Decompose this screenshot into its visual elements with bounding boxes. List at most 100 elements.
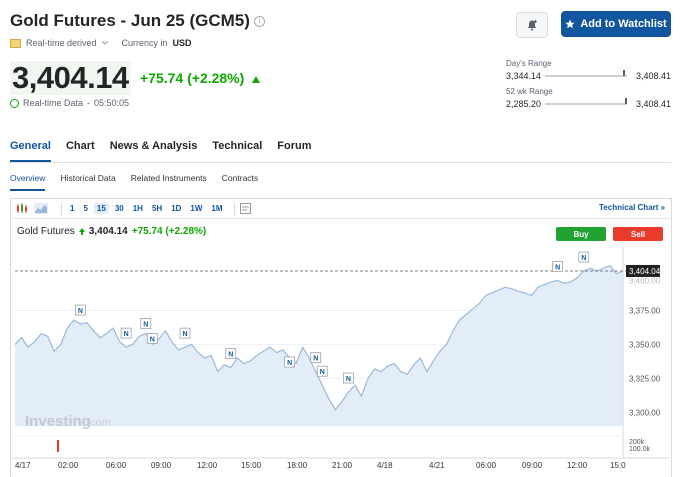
timeframe-5-button[interactable]: 5 bbox=[83, 204, 88, 213]
price-change-value: +75.74 (+2.28%) bbox=[140, 70, 245, 86]
tab-news-analysis[interactable]: News & Analysis bbox=[109, 140, 198, 152]
news-marker-box[interactable] bbox=[120, 327, 132, 339]
day-range-bar bbox=[545, 75, 627, 77]
news-marker-letter[interactable]: N bbox=[124, 331, 129, 338]
news-marker-letter[interactable]: N bbox=[581, 255, 586, 262]
toolbar-separator bbox=[233, 202, 235, 215]
news-marker-box[interactable] bbox=[179, 327, 191, 339]
news-marker[interactable]: N bbox=[578, 251, 590, 263]
news-marker[interactable]: N bbox=[552, 261, 564, 272]
news-marker-letter[interactable]: N bbox=[143, 322, 148, 329]
news-marker-box[interactable] bbox=[74, 304, 86, 316]
news-marker-box[interactable] bbox=[225, 348, 237, 359]
x-tick-label: 18:00 bbox=[287, 461, 308, 470]
news-marker[interactable]: N bbox=[310, 352, 322, 364]
news-marker-letter[interactable]: N bbox=[320, 369, 325, 376]
news-marker[interactable]: N bbox=[225, 348, 237, 359]
series-line bbox=[14, 264, 624, 411]
series-area bbox=[15, 265, 623, 426]
add-to-watchlist-button[interactable]: Add to Watchlist bbox=[561, 11, 671, 37]
timeframe-15-button[interactable]: 15 bbox=[93, 203, 109, 214]
indicators-icon[interactable] bbox=[239, 203, 251, 214]
news-marker-box[interactable] bbox=[343, 372, 354, 384]
tab-technical[interactable]: Technical bbox=[212, 140, 263, 152]
news-marker-box[interactable] bbox=[578, 251, 590, 263]
news-marker[interactable]: N bbox=[284, 356, 295, 368]
bell-plus-icon bbox=[528, 20, 537, 31]
area-chart-icon[interactable] bbox=[34, 203, 48, 214]
tab-forum[interactable]: Forum bbox=[277, 140, 312, 152]
news-marker[interactable]: N bbox=[146, 333, 158, 344]
timeframe-1w-button[interactable]: 1W bbox=[190, 204, 203, 213]
subtab-contracts[interactable]: Contracts bbox=[221, 173, 259, 183]
week-range-marker bbox=[625, 98, 627, 104]
news-marker-letter[interactable]: N bbox=[346, 376, 351, 383]
timeframe-1m-button[interactable]: 1M bbox=[211, 204, 223, 213]
buy-button[interactable]: Buy bbox=[556, 227, 606, 241]
news-marker-box[interactable] bbox=[146, 333, 158, 344]
x-tick-label: 15:00 bbox=[241, 461, 262, 470]
news-marker[interactable]: N bbox=[120, 327, 132, 339]
toolbar-separator bbox=[61, 202, 62, 215]
currency-value: USD bbox=[172, 38, 192, 48]
news-marker-box[interactable] bbox=[552, 261, 564, 272]
week-range-label: 52 wk Range bbox=[506, 87, 553, 96]
tab-general[interactable]: General bbox=[10, 140, 51, 163]
news-marker[interactable]: N bbox=[74, 304, 86, 316]
technical-chart-link[interactable]: Technical Chart » bbox=[599, 203, 666, 212]
subtab-historical-data[interactable]: Historical Data bbox=[60, 173, 116, 183]
news-marker[interactable]: N bbox=[316, 365, 328, 377]
day-range-high: 3,408.41 bbox=[636, 71, 672, 81]
news-marker-letter[interactable]: N bbox=[555, 265, 560, 272]
news-marker[interactable]: N bbox=[343, 372, 354, 384]
alert-button[interactable] bbox=[516, 12, 548, 38]
news-marker-box[interactable] bbox=[140, 318, 152, 329]
timeframe-1h-button[interactable]: 1H bbox=[132, 204, 143, 213]
volume-label: 200k bbox=[629, 439, 645, 446]
triangle-up-icon bbox=[252, 76, 261, 83]
info-icon[interactable]: i bbox=[253, 16, 265, 28]
price-box: 3,404.14 bbox=[10, 61, 131, 95]
news-marker-box[interactable] bbox=[310, 352, 322, 364]
day-range-label: Day's Range bbox=[506, 59, 552, 68]
x-tick-label: 21:00 bbox=[332, 461, 353, 470]
timeframe-30-button[interactable]: 30 bbox=[114, 204, 124, 213]
watchlist-label: Add to Watchlist bbox=[580, 18, 667, 30]
week-range-bar bbox=[545, 103, 627, 105]
price-chart[interactable]: 3,404.04 3,300.00 3,325.00 3,350.00 3,375.00… bbox=[10, 246, 670, 476]
day-range-marker bbox=[623, 70, 625, 76]
news-marker-box[interactable] bbox=[316, 365, 328, 377]
y-tick-label: 3,400.00 bbox=[629, 276, 661, 285]
news-marker-letter[interactable]: N bbox=[182, 331, 187, 338]
arrow-up-icon bbox=[78, 228, 85, 235]
currency-label: Currency in bbox=[121, 38, 168, 48]
sell-button[interactable]: Sell bbox=[613, 227, 663, 241]
subtab-related-instruments[interactable]: Related Instruments bbox=[130, 173, 207, 183]
tab-chart[interactable]: Chart bbox=[65, 140, 95, 152]
chart-title: Gold Futures 3,404.14 +75.74 (+2.28%) bbox=[17, 226, 206, 237]
timeframe-1-button[interactable]: 1 bbox=[70, 204, 75, 213]
news-marker-letter[interactable]: N bbox=[78, 308, 83, 315]
x-tick-label: 02:00 bbox=[58, 461, 79, 470]
watermark-suffix: .com bbox=[87, 417, 111, 429]
tabs-divider bbox=[10, 162, 671, 163]
realtime-label: Real-time Data bbox=[23, 98, 84, 108]
realtime-source[interactable]: Real-time derived bbox=[26, 38, 97, 48]
news-marker-letter[interactable]: N bbox=[287, 360, 292, 367]
news-marker-letter[interactable]: N bbox=[150, 336, 155, 343]
x-tick-label: 4/18 bbox=[377, 461, 393, 470]
quote-meta: Real-time derived Currency in USD bbox=[10, 38, 192, 48]
news-marker[interactable]: N bbox=[179, 327, 191, 339]
candlestick-icon[interactable] bbox=[16, 203, 28, 214]
news-marker-letter[interactable]: N bbox=[313, 356, 318, 363]
timeframe-1d-button[interactable]: 1D bbox=[171, 204, 182, 213]
main-tabs: General Chart News & Analysis Technical … bbox=[10, 140, 327, 163]
news-marker[interactable]: N bbox=[140, 318, 152, 329]
timeframe-5h-button[interactable]: 5H bbox=[151, 204, 163, 213]
chart-price: 3,404.14 bbox=[88, 226, 128, 237]
news-marker-letter[interactable]: N bbox=[228, 352, 233, 359]
subtab-overview[interactable]: Overview bbox=[10, 173, 46, 191]
news-marker-box[interactable] bbox=[284, 356, 295, 368]
clock-icon bbox=[10, 98, 19, 108]
chevron-down-icon[interactable] bbox=[101, 41, 108, 45]
